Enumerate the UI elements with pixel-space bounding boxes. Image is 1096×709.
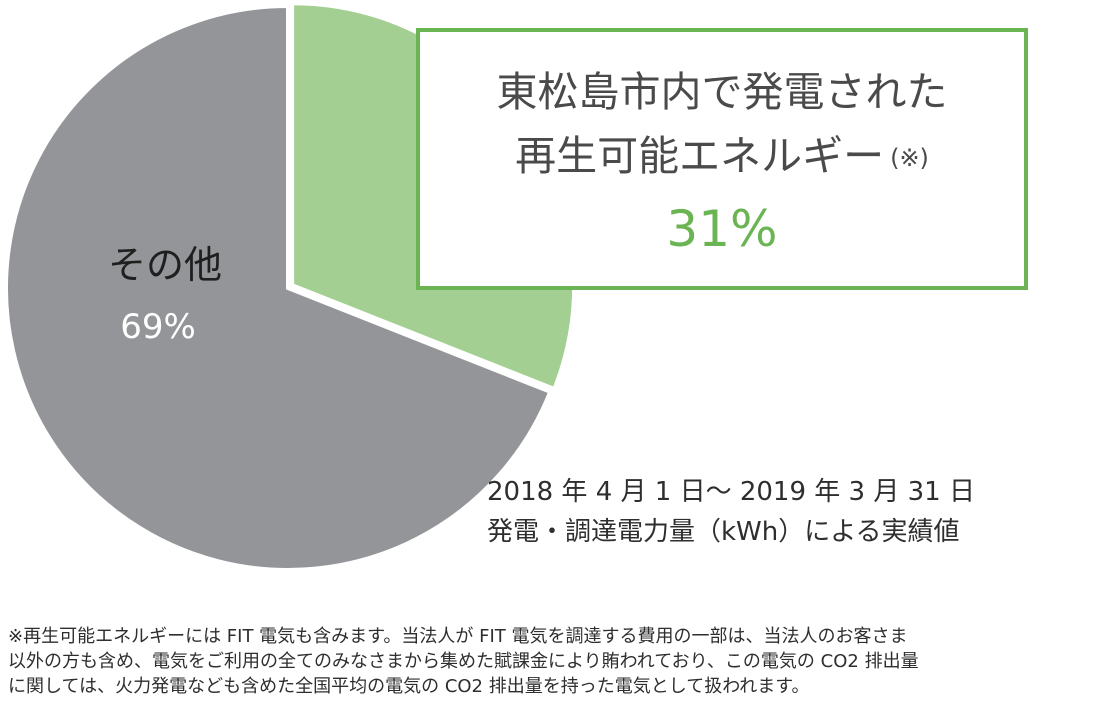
callout-title-line1: 東松島市内で発電された <box>420 68 1024 116</box>
period-text: 2018 年 4 月 1 日～ 2019 年 3 月 31 日 発電・調達電力量… <box>487 472 975 552</box>
footnote-line2: 以外の方も含め、電気をご利用の全てのみなさまから集めた賦課金により賄われており、… <box>8 651 919 672</box>
callout-value: 31% <box>666 200 778 258</box>
callout-title-text2: 再生可能エネルギー <box>515 132 885 180</box>
period-line1: 2018 年 4 月 1 日～ 2019 年 3 月 31 日 <box>487 477 975 507</box>
slice-value-other: 69% <box>120 307 196 347</box>
pie-slice-other <box>4 3 553 572</box>
slice-label-other: その他 <box>108 243 222 287</box>
callout-title-text1: 東松島市内で発電された <box>496 68 948 116</box>
period-line2: 発電・調達電力量（kWh）による実績値 <box>487 517 960 547</box>
callout-note-mark: (※) <box>890 144 929 172</box>
footnote-line1: ※再生可能エネルギーには FIT 電気も含みます。当法人が FIT 電気を調達す… <box>8 626 908 647</box>
renewable-callout: 東松島市内で発電された 再生可能エネルギー (※) 31% <box>416 28 1028 290</box>
callout-title-line2: 再生可能エネルギー (※) <box>420 132 1024 182</box>
footnote-line3: に関しては、火力発電なども含めた全国平均の電気の CO2 排出量を持った電気とし… <box>8 676 810 697</box>
footnote: ※再生可能エネルギーには FIT 電気も含みます。当法人が FIT 電気を調達す… <box>8 624 919 699</box>
